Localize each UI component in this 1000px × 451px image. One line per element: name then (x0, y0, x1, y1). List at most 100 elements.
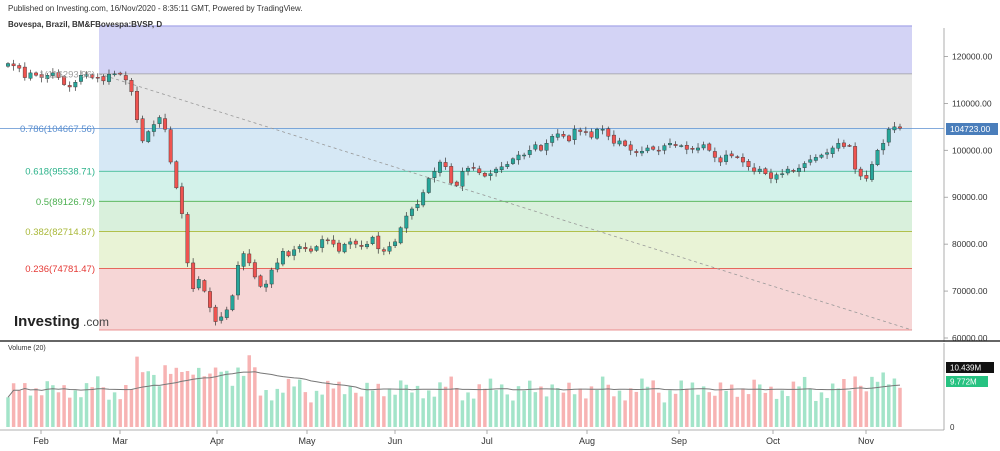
month-tick-2: Apr (210, 436, 224, 446)
candle-body (140, 118, 145, 142)
volume-bar (595, 390, 599, 427)
candle (724, 150, 729, 165)
volume-bar (73, 390, 78, 427)
candle (847, 144, 852, 148)
candle (303, 242, 308, 252)
candle (426, 177, 431, 194)
candle (735, 155, 740, 159)
candle (561, 131, 566, 139)
candle (146, 130, 151, 144)
volume-bar (286, 378, 291, 427)
candle (679, 144, 684, 148)
candle-body (224, 309, 229, 318)
candle-body (280, 250, 285, 265)
volume-bar (34, 388, 38, 427)
candle (892, 122, 897, 134)
candle (314, 245, 319, 252)
volume-bar (359, 396, 364, 427)
candle (320, 235, 325, 253)
volume-bar (881, 372, 885, 427)
candle-body (471, 167, 476, 169)
month-tick-6: Aug (579, 436, 595, 446)
month-tick-5: Jul (481, 436, 493, 446)
candle-body (11, 63, 16, 67)
price-tick-3: 90000.00 (952, 192, 988, 202)
candle (802, 161, 807, 172)
candle (701, 141, 706, 151)
volume-bar (90, 387, 94, 427)
candle-body (578, 129, 583, 132)
candle (600, 125, 605, 135)
candle-body (735, 156, 740, 158)
volume-bar (550, 384, 554, 427)
candle (858, 166, 863, 181)
candle (729, 150, 734, 159)
volume-ma-badge (946, 362, 994, 373)
candle-body (387, 246, 392, 252)
candle (297, 244, 302, 253)
candle-body (191, 262, 196, 289)
candle (236, 261, 240, 300)
candle-body (398, 227, 403, 244)
candle-body (634, 151, 639, 153)
volume-bar (168, 373, 173, 427)
candle-body (555, 133, 560, 138)
volume-bar (752, 379, 756, 427)
candle-body (819, 154, 824, 158)
volume-bar (892, 378, 897, 427)
volume-bar (797, 386, 801, 427)
candle-body (780, 173, 785, 175)
candle-body (135, 91, 139, 121)
candle (353, 238, 358, 249)
candle (241, 251, 246, 271)
candle-body (757, 168, 762, 172)
candle-body (611, 134, 616, 144)
candle-body (830, 147, 835, 154)
volume-bar (303, 392, 308, 427)
candle-body (45, 75, 50, 79)
month-tick-8: Oct (766, 436, 781, 446)
candle (886, 126, 891, 147)
volume-bar (202, 376, 207, 427)
candle (864, 170, 869, 182)
volume-bar (769, 386, 773, 427)
published-text: Published on Investing.com, 16/Nov/2020 … (8, 4, 303, 13)
candle (90, 73, 95, 79)
candle-body (129, 80, 134, 92)
candle-body (34, 72, 38, 76)
candle-body (527, 150, 532, 155)
fib-label-4: 0.382(82714.87) (25, 227, 95, 238)
volume-bar (354, 392, 358, 427)
volume-bar (718, 382, 723, 427)
volume-bar (421, 398, 425, 427)
volume-bar (460, 400, 465, 427)
candle-body (208, 291, 212, 308)
volume-bar (236, 367, 240, 427)
volume-bar (225, 370, 229, 427)
volume-bar (494, 390, 498, 427)
candle (157, 115, 162, 128)
candle (269, 267, 274, 288)
volume-bar (393, 394, 397, 427)
candle (825, 148, 830, 160)
candle (348, 237, 353, 249)
candle (763, 167, 768, 176)
candle-body (746, 161, 751, 167)
candle (280, 248, 285, 267)
candle-body (73, 82, 78, 88)
candle (381, 247, 386, 256)
candle-body (460, 171, 465, 187)
volume-bar (830, 383, 835, 427)
candle (634, 149, 639, 157)
volume-bar (56, 392, 61, 427)
candle (651, 145, 656, 151)
candle-body (443, 162, 448, 167)
volume-bar (505, 394, 510, 427)
volume-bar (140, 372, 145, 427)
candle (516, 151, 521, 165)
volume-bar (690, 382, 695, 427)
symbol-title: Bovespa, Brazil, BM&FBovespa:BVSP, D (8, 20, 162, 29)
candle-body (673, 144, 678, 146)
volume-last-value: 9.772M (950, 378, 977, 387)
volume-zero-tick: 0 (950, 423, 955, 432)
